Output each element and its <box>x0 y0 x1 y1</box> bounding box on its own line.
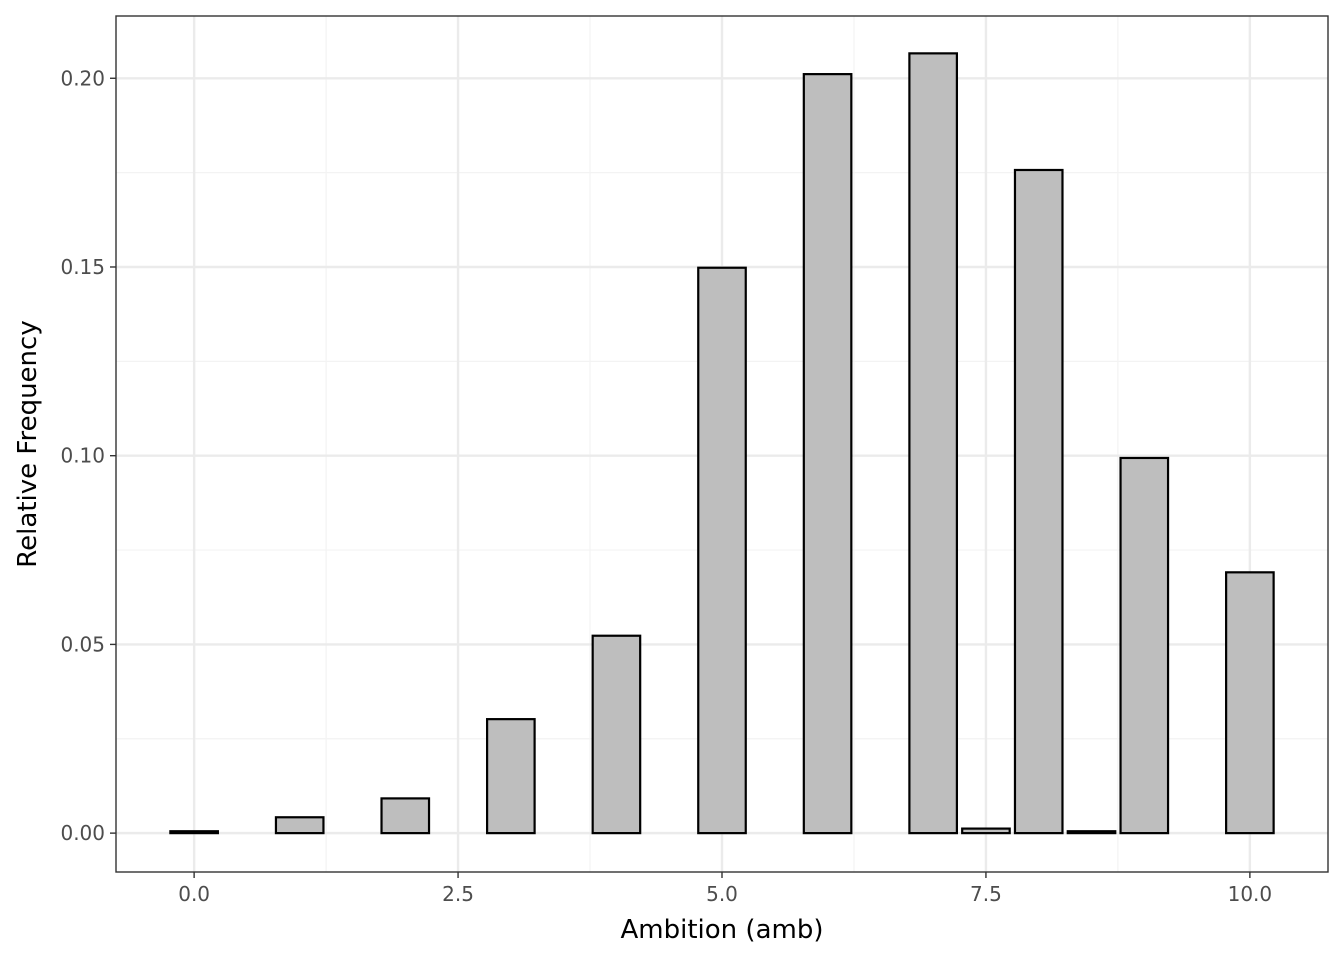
x-tick-label: 2.5 <box>442 882 474 906</box>
x-tick-label: 0.0 <box>178 882 210 906</box>
x-tick-label: 7.5 <box>970 882 1002 906</box>
y-tick-label: 0.05 <box>60 632 105 656</box>
x-tick-label: 10.0 <box>1228 882 1273 906</box>
bar <box>169 830 219 835</box>
bar <box>274 816 325 835</box>
y-axis: 0.00 0.05 0.10 0.15 0.20 <box>60 66 116 845</box>
bars <box>169 52 1275 835</box>
y-tick-label: 0.20 <box>60 66 105 90</box>
bar <box>961 827 1011 835</box>
bar <box>1225 571 1275 835</box>
y-tick-label: 0.15 <box>60 255 105 279</box>
y-tick-label: 0.10 <box>60 444 105 468</box>
bar <box>1119 456 1170 835</box>
x-axis: 0.0 2.5 5.0 7.5 10.0 <box>178 872 1272 906</box>
bar <box>380 797 431 835</box>
x-tick-label: 5.0 <box>706 882 738 906</box>
bar <box>1013 168 1064 835</box>
x-axis-title: Ambition (amb) <box>621 915 824 945</box>
bar <box>485 718 536 835</box>
y-axis-title: Relative Frequency <box>13 320 43 567</box>
bar <box>1066 830 1117 835</box>
y-tick-label: 0.00 <box>60 821 105 845</box>
bar <box>802 73 853 835</box>
bar <box>697 266 747 835</box>
bar <box>591 634 642 835</box>
bar <box>908 52 959 835</box>
